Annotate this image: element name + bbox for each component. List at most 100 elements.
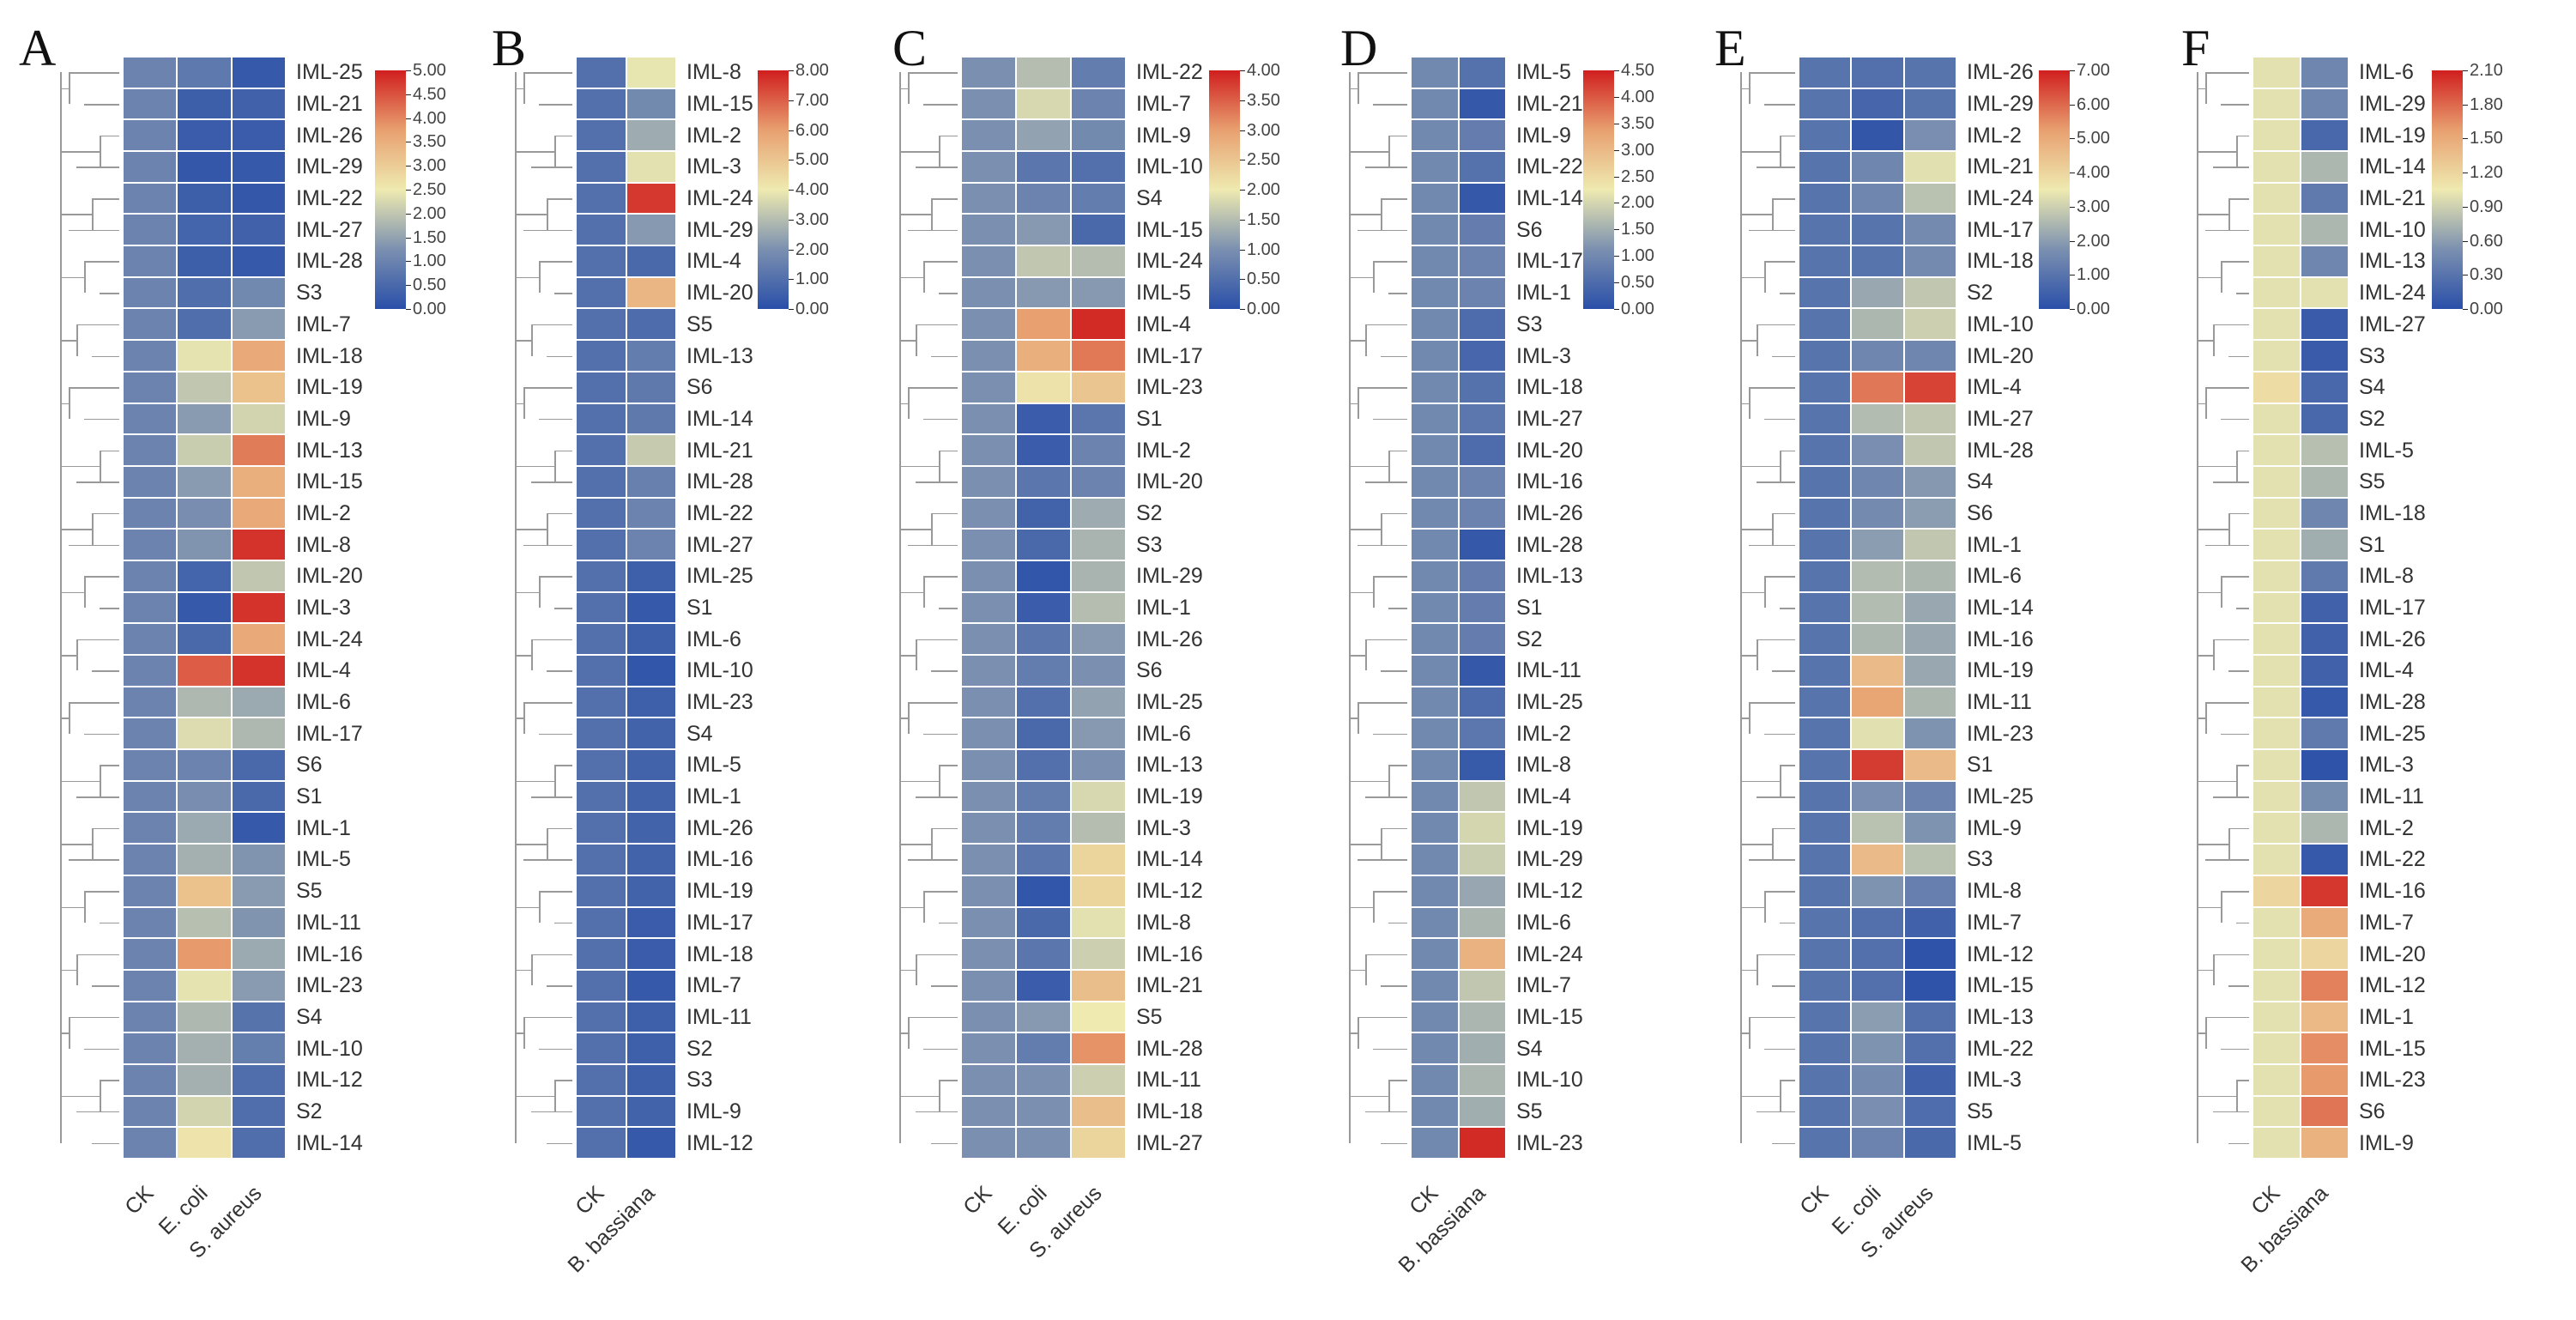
heatmap-cell	[2301, 340, 2349, 372]
heatmap-cell	[2252, 780, 2301, 813]
heatmap-cell	[1851, 1001, 1904, 1033]
row-label: IML-20	[1967, 343, 2034, 368]
heatmap-cell	[626, 529, 676, 560]
heatmap-cell	[123, 245, 178, 277]
heatmap-cell	[2301, 57, 2349, 88]
dendrogram-branch	[531, 1111, 572, 1113]
heatmap-cell	[231, 969, 286, 1002]
dendrogram-branch	[1381, 198, 1407, 200]
dendrogram-branch	[523, 1016, 572, 1019]
heatmap-cell	[231, 812, 286, 845]
dendrogram-branch	[923, 576, 958, 578]
dendrogram-branch	[92, 355, 119, 357]
row-label: IML-4	[1967, 375, 2022, 400]
heatmap-cell	[1016, 1032, 1071, 1064]
legend-tick-mark	[1614, 282, 1619, 284]
row-label: IML-7	[1136, 92, 1191, 117]
heatmap-cell	[1458, 151, 1506, 183]
heatmap-cell	[1903, 686, 1956, 718]
heatmap-cell	[1071, 1001, 1126, 1033]
dendrogram-branch	[547, 512, 572, 515]
row-label: S1	[1967, 753, 1993, 778]
heatmap-cell	[123, 434, 178, 466]
heatmap-cell	[1851, 938, 1904, 970]
row-label: IML-16	[1136, 942, 1203, 966]
dendrogram-link	[939, 450, 940, 482]
heatmap-cell	[1851, 497, 1904, 530]
heatmap-cell	[576, 245, 626, 277]
dendrogram-link	[2236, 450, 2238, 482]
color-scale-legend	[2432, 70, 2463, 309]
row-label: IML-25	[1136, 690, 1203, 715]
heatmap-cell	[961, 718, 1016, 750]
heatmap-cell	[2252, 340, 2301, 372]
dendrogram-branch	[2228, 827, 2249, 830]
row-label: S3	[1516, 312, 1543, 336]
heatmap-cell	[1903, 969, 1956, 1002]
heatmap-cell	[1903, 119, 1956, 152]
heatmap-cell	[1903, 623, 1956, 655]
heatmap-cell	[1458, 686, 1506, 718]
dendrogram-link	[1358, 1016, 1359, 1049]
dendrogram-branch	[939, 450, 958, 452]
row-label: IML-27	[1516, 406, 1583, 431]
heatmap-cell	[1903, 560, 1956, 592]
dendrogram-join	[515, 403, 523, 405]
heatmap-cell	[177, 1095, 232, 1128]
heatmap-cell	[177, 371, 232, 403]
heatmap-cell	[1016, 812, 1071, 845]
heatmap-cell	[961, 371, 1016, 403]
heatmap-cell	[123, 906, 178, 939]
heatmap-cell	[626, 938, 676, 970]
heatmap-cell	[123, 371, 178, 403]
row-label: IML-19	[296, 375, 363, 400]
heatmap-cell	[1016, 875, 1071, 907]
dendrogram-join	[2197, 340, 2213, 342]
row-label: IML-8	[686, 60, 741, 85]
heatmap-cell	[576, 780, 626, 813]
heatmap-cell	[2252, 844, 2301, 875]
row-label: IML-14	[1516, 186, 1583, 211]
row-label: IML-18	[2359, 500, 2426, 525]
heatmap-cell	[1016, 88, 1071, 120]
heatmap-cell	[576, 1127, 626, 1159]
row-label: IML-13	[1516, 564, 1583, 589]
dendrogram-branch	[1373, 733, 1407, 736]
heatmap-cell	[2301, 1063, 2349, 1096]
dendrogram-branch	[1373, 891, 1407, 893]
row-label: S2	[1516, 627, 1543, 651]
dendrogram-branch	[531, 481, 572, 483]
legend-tick-mark	[1240, 309, 1245, 310]
heatmap-cell	[1903, 245, 1956, 277]
heatmap-cell	[1411, 529, 1459, 560]
dendrogram-branch	[1365, 167, 1407, 168]
heatmap-cell	[1071, 655, 1126, 687]
row-label: IML-26	[1967, 60, 2034, 85]
dendrogram-link	[1373, 261, 1375, 294]
dendrogram-link	[2213, 639, 2215, 671]
dendrogram-join	[2197, 1032, 2205, 1034]
row-label: S1	[296, 784, 323, 809]
color-scale-legend	[758, 70, 789, 309]
dendrogram-link	[1388, 450, 1390, 482]
heatmap-cell	[231, 623, 286, 655]
dendrogram-branch	[1388, 293, 1407, 294]
dendrogram-branch	[916, 954, 958, 956]
heatmap-cell	[2301, 434, 2349, 466]
dendrogram-join	[899, 529, 931, 530]
heatmap-cell	[1071, 1032, 1126, 1064]
dendrogram-link	[547, 827, 548, 860]
heatmap-cell	[961, 529, 1016, 560]
heatmap-cell	[1071, 1063, 1126, 1096]
row-label: IML-10	[1516, 1068, 1583, 1093]
dendrogram-link	[931, 512, 933, 545]
heatmap-cell	[1851, 906, 1904, 939]
dendrogram-branch	[2205, 1016, 2249, 1019]
heatmap-cell	[2301, 308, 2349, 341]
dendrogram-branch	[1772, 198, 1795, 200]
heatmap-cell	[1799, 529, 1852, 560]
legend-tick-label: 4.00	[2077, 163, 2110, 183]
dendrogram-branch	[1373, 261, 1407, 263]
dendrogram-branch	[2213, 954, 2249, 956]
dendrogram-branch	[69, 544, 119, 547]
